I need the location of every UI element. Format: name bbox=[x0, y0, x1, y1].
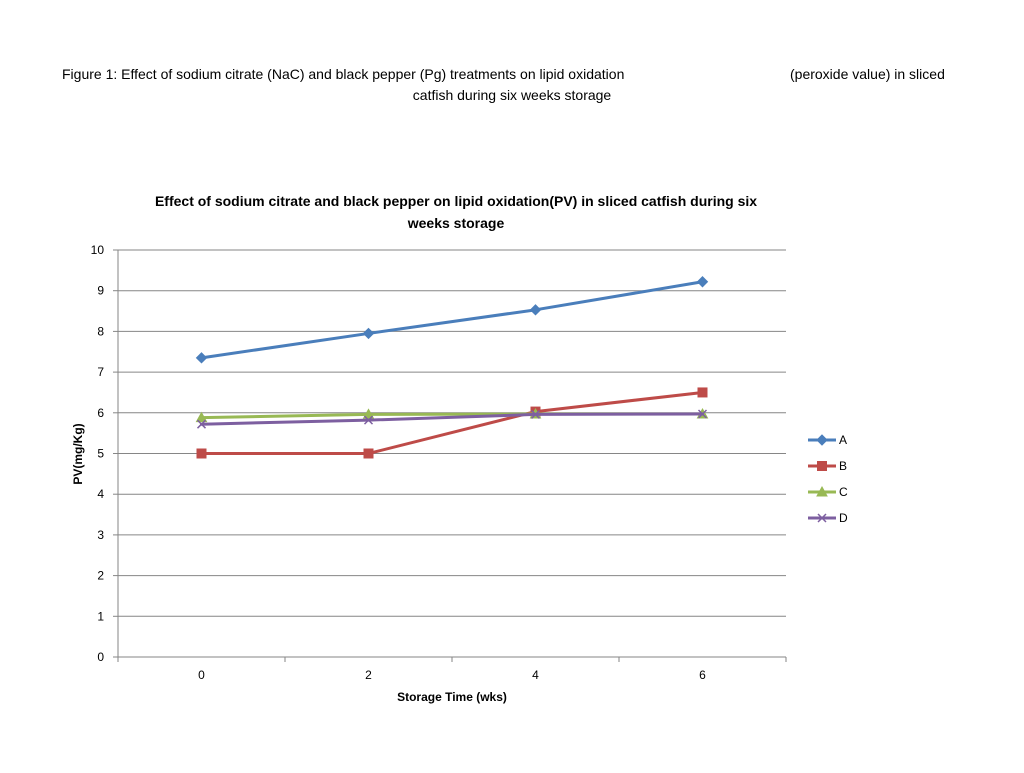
y-tick-label: 5 bbox=[97, 447, 104, 461]
series-a-point bbox=[195, 352, 208, 364]
y-tick-label: 3 bbox=[97, 528, 104, 542]
legend-label: D bbox=[839, 511, 848, 525]
chart-title-line2: weeks storage bbox=[407, 215, 505, 231]
figure-caption: Figure 1: Effect of sodium citrate (NaC)… bbox=[0, 66, 1024, 110]
legend-item-c: C bbox=[808, 485, 848, 499]
series-b-line bbox=[200, 390, 704, 455]
chart-title-line1: Effect of sodium citrate and black peppe… bbox=[155, 193, 757, 209]
series-d-line bbox=[200, 412, 704, 426]
legend-label: B bbox=[839, 459, 847, 473]
legend-swatch-marker bbox=[817, 461, 827, 471]
y-tick-label: 4 bbox=[97, 487, 104, 501]
legend-item-a: A bbox=[808, 433, 847, 447]
marker-stroke bbox=[530, 409, 541, 419]
legend-swatch-marker bbox=[817, 513, 827, 523]
series-a bbox=[195, 276, 709, 364]
series-b-point bbox=[363, 448, 374, 459]
series-d-point bbox=[530, 409, 541, 419]
marker-stroke bbox=[196, 419, 207, 429]
y-tick-label: 1 bbox=[97, 609, 104, 623]
caption-line2: catfish during six weeks storage bbox=[412, 87, 612, 103]
y-axis-label: PV(mg/Kg) bbox=[71, 423, 85, 484]
legend-item-d: D bbox=[808, 511, 848, 525]
x-tick-label: 6 bbox=[699, 668, 706, 682]
y-tick-label: 6 bbox=[97, 406, 104, 420]
x-tick-label: 0 bbox=[198, 668, 205, 682]
chart-gridlines bbox=[118, 249, 786, 617]
x-tick-label: 2 bbox=[365, 668, 372, 682]
y-tick-label: 0 bbox=[97, 650, 104, 664]
series-b-point bbox=[697, 387, 708, 398]
legend-label: A bbox=[839, 433, 847, 447]
y-tick-label: 10 bbox=[91, 243, 105, 257]
y-tick-label: 8 bbox=[97, 324, 104, 338]
series-c-point bbox=[195, 411, 208, 423]
series-a-point bbox=[362, 327, 375, 340]
legend-swatch-marker bbox=[816, 434, 828, 446]
series-b-point bbox=[196, 448, 207, 459]
legend-label: C bbox=[839, 485, 848, 499]
caption-line1-part2: (peroxide value) in sliced bbox=[790, 66, 945, 82]
marker-stroke bbox=[817, 513, 827, 523]
marker-stroke bbox=[363, 415, 374, 425]
series-a-point bbox=[529, 304, 542, 316]
y-tick-label: 7 bbox=[97, 365, 104, 379]
series-d-point bbox=[697, 409, 708, 419]
legend-swatch-marker bbox=[816, 485, 828, 497]
series-c-point bbox=[362, 408, 375, 419]
y-tick-label: 9 bbox=[97, 284, 104, 298]
series-d-point bbox=[363, 415, 374, 425]
series-a-line bbox=[200, 280, 704, 360]
caption-line1-part1: Figure 1: Effect of sodium citrate (NaC)… bbox=[62, 66, 625, 82]
x-axis-ticks: 0 2 4 6 bbox=[117, 657, 787, 682]
series-d-point bbox=[196, 419, 207, 429]
series-d bbox=[196, 409, 708, 429]
x-tick-label: 4 bbox=[532, 668, 539, 682]
x-axis-label: Storage Time (wks) bbox=[397, 690, 507, 704]
y-axis-ticks: 0 1 2 3 4 5 6 7 8 9 10 bbox=[91, 243, 118, 664]
y-tick-label: 2 bbox=[97, 569, 104, 583]
series-a-point bbox=[696, 276, 709, 288]
chart-series bbox=[195, 276, 709, 459]
marker-stroke bbox=[697, 409, 708, 419]
legend-item-b: B bbox=[808, 459, 847, 473]
